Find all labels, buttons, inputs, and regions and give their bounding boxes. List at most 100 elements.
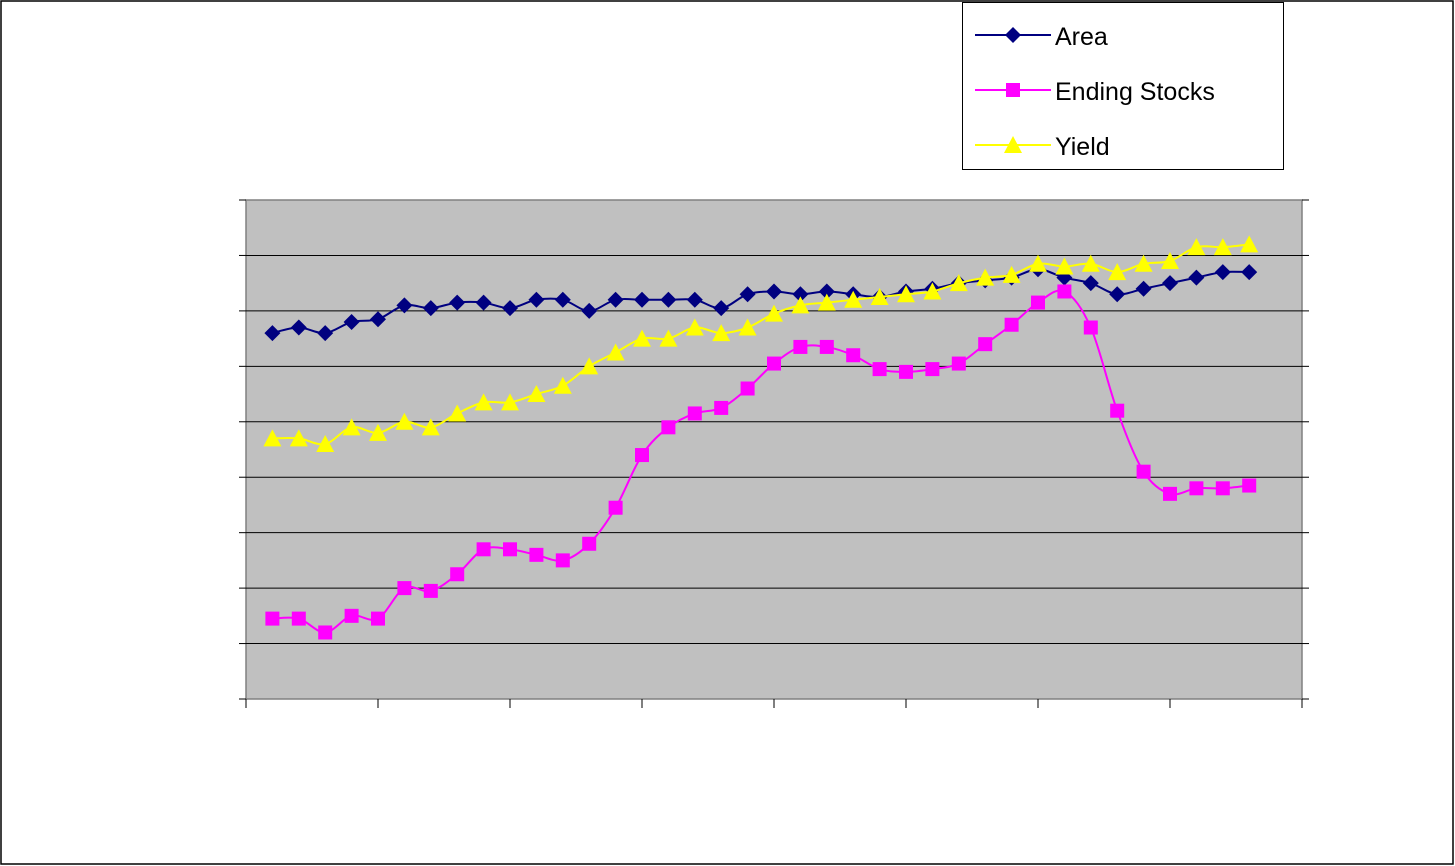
point-ending-stocks-11 bbox=[529, 547, 544, 562]
point-yield-14 bbox=[606, 343, 625, 361]
legend-item-area: Area bbox=[963, 15, 1283, 53]
point-yield-35 bbox=[1161, 251, 1179, 269]
point-yield-27 bbox=[949, 274, 968, 292]
point-ending-stocks-12 bbox=[555, 553, 570, 568]
point-ending-stocks-37 bbox=[1215, 481, 1230, 496]
point-ending-stocks-2 bbox=[291, 611, 306, 626]
point-yield-19 bbox=[738, 318, 757, 336]
point-ending-stocks-19 bbox=[740, 381, 755, 396]
series-layer bbox=[263, 235, 1259, 640]
legend-marker-yield bbox=[975, 136, 1051, 153]
point-yield-29 bbox=[1002, 265, 1021, 283]
point-yield-7 bbox=[421, 418, 440, 436]
point-area-33 bbox=[1109, 286, 1126, 303]
point-area-35 bbox=[1162, 275, 1178, 292]
point-yield-28 bbox=[976, 268, 995, 286]
point-ending-stocks-17 bbox=[687, 406, 702, 421]
point-yield-22 bbox=[817, 293, 836, 311]
point-ending-stocks-13 bbox=[582, 536, 597, 551]
point-area-12 bbox=[554, 291, 571, 308]
point-yield-1 bbox=[263, 429, 282, 447]
point-yield-37 bbox=[1213, 238, 1232, 256]
point-ending-stocks-31 bbox=[1057, 284, 1072, 299]
point-area-38 bbox=[1241, 264, 1258, 281]
point-yield-36 bbox=[1187, 238, 1206, 256]
point-ending-stocks-15 bbox=[635, 448, 649, 463]
point-ending-stocks-20 bbox=[767, 356, 781, 371]
point-yield-26 bbox=[923, 282, 942, 300]
point-yield-17 bbox=[685, 318, 704, 336]
point-area-37 bbox=[1214, 264, 1231, 281]
legend-marker-area bbox=[975, 27, 1051, 43]
point-yield-5 bbox=[369, 423, 387, 441]
point-area-19 bbox=[739, 286, 756, 303]
point-area-22 bbox=[818, 283, 835, 300]
point-ending-stocks-1 bbox=[265, 611, 280, 626]
point-area-36 bbox=[1188, 269, 1205, 286]
legend-marker-ending-stocks bbox=[975, 83, 1051, 97]
point-area-34 bbox=[1135, 280, 1152, 297]
point-yield-13 bbox=[580, 357, 599, 375]
point-yield-38 bbox=[1240, 235, 1259, 253]
point-yield-2 bbox=[289, 429, 308, 447]
point-area-4 bbox=[343, 313, 360, 330]
point-ending-stocks-29 bbox=[1004, 317, 1019, 332]
point-area-15 bbox=[634, 291, 650, 308]
point-area-9 bbox=[475, 294, 492, 311]
point-yield-3 bbox=[316, 434, 335, 452]
point-yield-16 bbox=[659, 329, 678, 347]
point-yield-8 bbox=[448, 404, 467, 422]
point-ending-stocks-33 bbox=[1110, 403, 1125, 418]
point-ending-stocks-26 bbox=[925, 362, 940, 377]
point-ending-stocks-35 bbox=[1163, 486, 1177, 501]
point-yield-32 bbox=[1081, 254, 1100, 272]
point-ending-stocks-14 bbox=[608, 500, 623, 515]
point-area-32 bbox=[1082, 275, 1099, 292]
legend-item-ending-stocks: Ending Stocks bbox=[963, 70, 1283, 108]
point-area-6 bbox=[396, 297, 413, 314]
point-ending-stocks-34 bbox=[1136, 464, 1151, 479]
point-ending-stocks-36 bbox=[1189, 481, 1204, 496]
point-ending-stocks-32 bbox=[1083, 320, 1098, 335]
point-ending-stocks-3 bbox=[318, 625, 333, 640]
point-ending-stocks-6 bbox=[397, 581, 412, 596]
point-area-14 bbox=[607, 291, 624, 308]
point-area-17 bbox=[686, 291, 703, 308]
point-ending-stocks-25 bbox=[899, 364, 913, 379]
point-ending-stocks-7 bbox=[423, 583, 438, 598]
point-area-21 bbox=[792, 286, 809, 303]
point-ending-stocks-27 bbox=[951, 356, 966, 371]
point-yield-23 bbox=[844, 290, 863, 308]
point-area-20 bbox=[766, 283, 782, 300]
point-yield-24 bbox=[870, 288, 889, 306]
point-yield-9 bbox=[474, 393, 493, 411]
point-area-2 bbox=[290, 319, 307, 336]
point-ending-stocks-38 bbox=[1242, 478, 1257, 493]
point-ending-stocks-10 bbox=[503, 542, 517, 557]
point-yield-34 bbox=[1134, 254, 1153, 272]
point-yield-6 bbox=[395, 412, 414, 430]
point-yield-21 bbox=[791, 296, 810, 314]
point-ending-stocks-22 bbox=[819, 339, 834, 354]
point-yield-15 bbox=[633, 329, 651, 347]
point-yield-18 bbox=[712, 324, 731, 342]
legend-item-yield: Yield bbox=[963, 125, 1283, 163]
point-yield-33 bbox=[1108, 263, 1127, 281]
point-area-13 bbox=[581, 302, 598, 319]
point-yield-4 bbox=[342, 418, 361, 436]
point-area-18 bbox=[713, 300, 730, 317]
point-yield-11 bbox=[527, 385, 546, 403]
point-area-3 bbox=[317, 325, 334, 342]
point-yield-10 bbox=[501, 393, 519, 411]
gridlines bbox=[246, 254, 1302, 645]
point-yield-31 bbox=[1055, 257, 1074, 275]
legend-label-yield: Yield bbox=[1055, 133, 1110, 161]
legend: Area Ending Stocks Yield bbox=[962, 2, 1284, 170]
point-ending-stocks-8 bbox=[450, 567, 465, 582]
point-ending-stocks-9 bbox=[476, 542, 491, 557]
point-yield-20 bbox=[765, 304, 783, 322]
plot-area bbox=[245, 199, 1303, 700]
point-ending-stocks-24 bbox=[872, 362, 887, 377]
point-ending-stocks-23 bbox=[846, 348, 861, 363]
point-ending-stocks-30 bbox=[1031, 295, 1045, 310]
